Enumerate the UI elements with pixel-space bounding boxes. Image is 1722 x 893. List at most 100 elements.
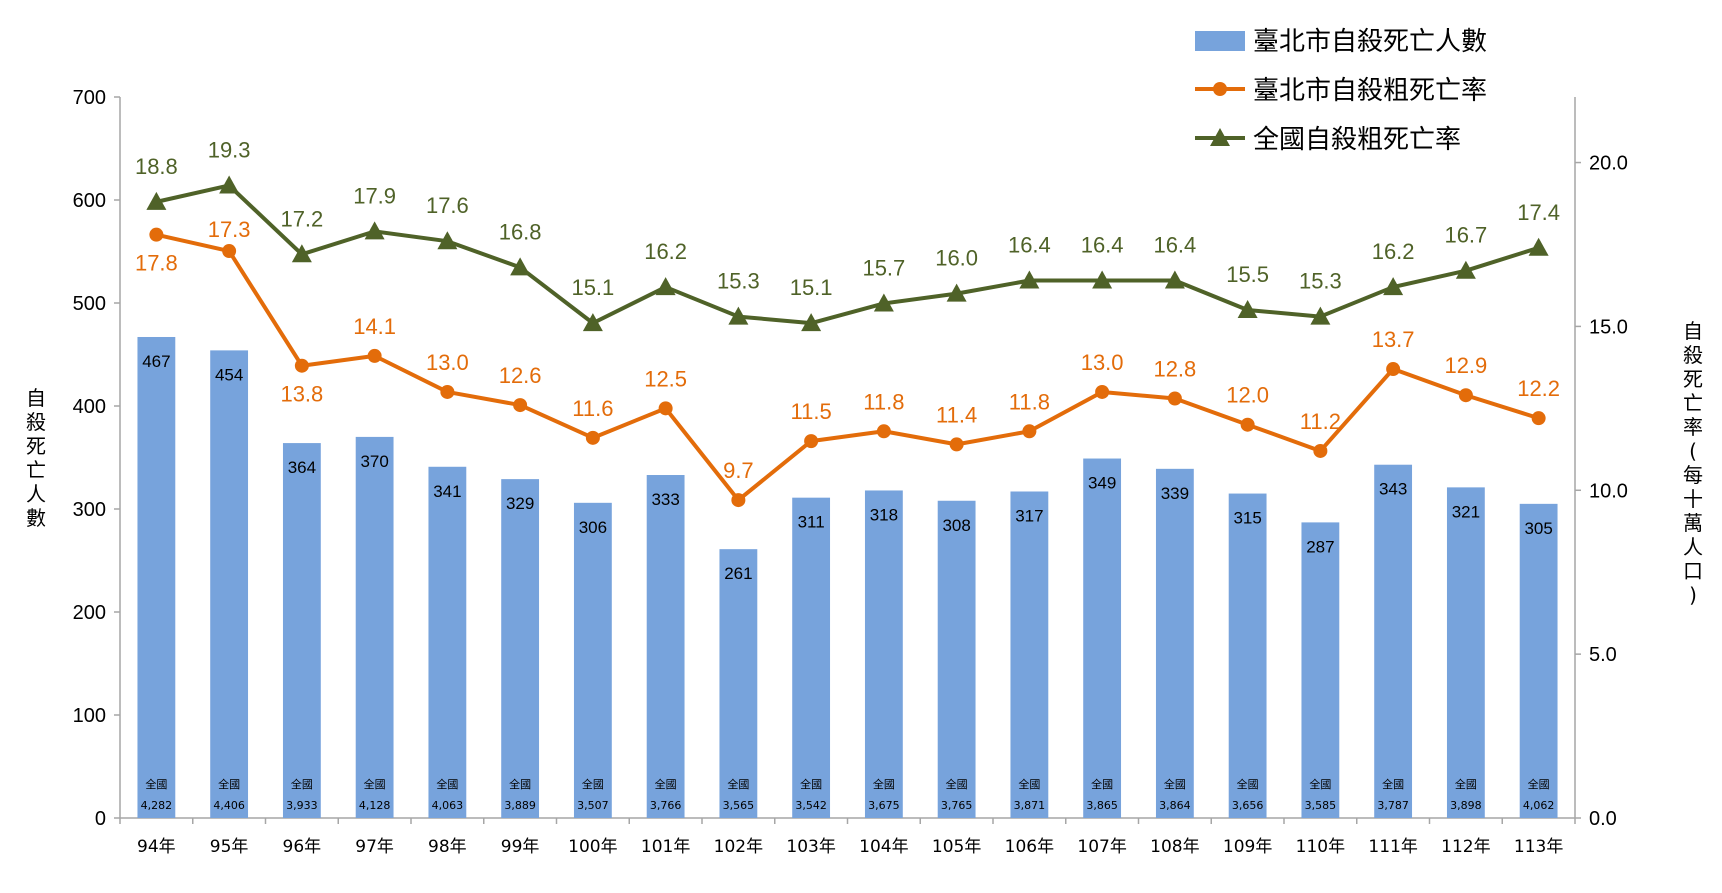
line-value-label: 13.7 bbox=[1372, 327, 1415, 352]
legend-swatch-taipei-marker bbox=[1213, 82, 1227, 96]
bar-value-label: 454 bbox=[215, 365, 243, 384]
line-point-circle bbox=[1458, 388, 1473, 403]
bar-value-label: 333 bbox=[651, 490, 679, 509]
line-point-triangle bbox=[1019, 270, 1040, 289]
bar-value-label: 343 bbox=[1379, 480, 1407, 499]
line-value-label: 11.4 bbox=[936, 402, 977, 427]
x-tick-label: 99年 bbox=[501, 837, 540, 857]
line-value-label: 17.4 bbox=[1517, 200, 1560, 225]
line-value-label: 13.0 bbox=[1081, 350, 1124, 375]
national-deaths-label: 4,128 bbox=[359, 799, 391, 812]
bar bbox=[355, 436, 394, 818]
bar bbox=[937, 500, 976, 818]
bar-value-label: 349 bbox=[1088, 474, 1116, 493]
x-tick-label: 113年 bbox=[1514, 837, 1563, 857]
national-deaths-prefix: 全國 bbox=[1237, 777, 1259, 791]
bar bbox=[210, 350, 249, 818]
national-deaths-label: 3,765 bbox=[941, 799, 973, 812]
x-tick-label: 97年 bbox=[355, 837, 394, 857]
left-tick-label: 300 bbox=[73, 499, 106, 521]
line-point-triangle bbox=[801, 313, 822, 332]
bar-value-label: 370 bbox=[360, 452, 388, 471]
national-deaths-label: 4,063 bbox=[432, 799, 464, 812]
x-tick-label: 98年 bbox=[428, 837, 467, 857]
national-deaths-label: 3,656 bbox=[1232, 799, 1264, 812]
left-tick-label: 0 bbox=[95, 808, 106, 830]
line-value-label: 16.7 bbox=[1444, 223, 1487, 248]
line-point-triangle bbox=[1310, 306, 1331, 325]
bar-value-label: 329 bbox=[506, 494, 534, 513]
national-deaths-label: 3,507 bbox=[577, 799, 609, 812]
national-deaths-prefix: 全國 bbox=[1382, 777, 1404, 791]
bar bbox=[1010, 491, 1049, 818]
line-point-circle bbox=[949, 437, 964, 452]
line-value-label: 11.6 bbox=[572, 396, 613, 421]
national-deaths-prefix: 全國 bbox=[800, 777, 822, 791]
national-deaths-prefix: 全國 bbox=[1018, 777, 1040, 791]
line-point-circle bbox=[804, 434, 819, 449]
line-point-triangle bbox=[510, 257, 531, 276]
national-deaths-prefix: 全國 bbox=[436, 777, 458, 791]
line-value-label: 16.2 bbox=[644, 239, 687, 264]
right-tick-label: 10.0 bbox=[1589, 480, 1628, 502]
national-deaths-label: 3,889 bbox=[504, 799, 536, 812]
bar-value-label: 261 bbox=[724, 564, 752, 583]
legend-swatch-bar bbox=[1195, 31, 1245, 51]
line-point-circle bbox=[149, 227, 164, 242]
line-point-triangle bbox=[146, 191, 167, 210]
line-value-label: 16.4 bbox=[1008, 233, 1051, 258]
national-deaths-prefix: 全國 bbox=[1455, 777, 1477, 791]
line-value-label: 12.2 bbox=[1517, 376, 1560, 401]
bar bbox=[1519, 503, 1558, 818]
right-tick-label: 5.0 bbox=[1589, 644, 1617, 666]
national-deaths-prefix: 全國 bbox=[291, 777, 313, 791]
x-tick-label: 107年 bbox=[1077, 837, 1126, 857]
right-tick-label: 20.0 bbox=[1589, 153, 1628, 175]
line-value-label: 17.8 bbox=[135, 251, 178, 276]
line-point-triangle bbox=[364, 221, 385, 240]
bar-value-label: 315 bbox=[1233, 509, 1261, 528]
national-deaths-label: 3,565 bbox=[723, 799, 755, 812]
line-value-label: 17.9 bbox=[353, 183, 396, 208]
bar bbox=[1374, 464, 1413, 818]
x-tick-label: 109年 bbox=[1223, 837, 1272, 857]
x-tick-label: 104年 bbox=[859, 837, 908, 857]
x-tick-label: 112年 bbox=[1441, 837, 1490, 857]
bar bbox=[646, 475, 685, 818]
bar-value-label: 305 bbox=[1524, 519, 1552, 538]
line-point-circle bbox=[440, 384, 455, 399]
left-tick-label: 400 bbox=[73, 396, 106, 418]
national-deaths-prefix: 全國 bbox=[946, 777, 968, 791]
line-value-label: 11.2 bbox=[1300, 409, 1341, 434]
x-tick-label: 101年 bbox=[641, 837, 690, 857]
line-value-label: 19.3 bbox=[208, 137, 251, 162]
national-deaths-prefix: 全國 bbox=[218, 777, 240, 791]
bar bbox=[792, 497, 831, 818]
x-tick-label: 94年 bbox=[137, 837, 176, 857]
x-tick-label: 105年 bbox=[932, 837, 981, 857]
left-tick-label: 100 bbox=[73, 705, 106, 727]
national-deaths-label: 3,865 bbox=[1086, 799, 1118, 812]
line-value-label: 12.6 bbox=[499, 363, 542, 388]
bar-value-label: 311 bbox=[798, 513, 825, 532]
line-point-circle bbox=[731, 493, 746, 508]
x-tick-label: 103年 bbox=[786, 837, 835, 857]
left-tick-label: 500 bbox=[73, 293, 106, 315]
line-value-label: 15.5 bbox=[1226, 262, 1269, 287]
national-deaths-label: 3,766 bbox=[650, 799, 682, 812]
lines bbox=[146, 175, 1549, 508]
line-value-label: 9.7 bbox=[723, 458, 754, 483]
bar-value-label: 467 bbox=[142, 352, 170, 371]
bar bbox=[137, 336, 176, 818]
national-deaths-prefix: 全國 bbox=[1164, 777, 1186, 791]
line-point-triangle bbox=[946, 283, 967, 302]
line-value-label: 16.2 bbox=[1372, 239, 1415, 264]
line-1 bbox=[155, 232, 1540, 503]
bar-value-label: 308 bbox=[942, 516, 970, 535]
line-point-triangle bbox=[728, 306, 749, 325]
line-point-circle bbox=[1022, 424, 1037, 439]
national-deaths-label: 3,864 bbox=[1159, 799, 1191, 812]
bar-value-label: 287 bbox=[1306, 537, 1334, 556]
